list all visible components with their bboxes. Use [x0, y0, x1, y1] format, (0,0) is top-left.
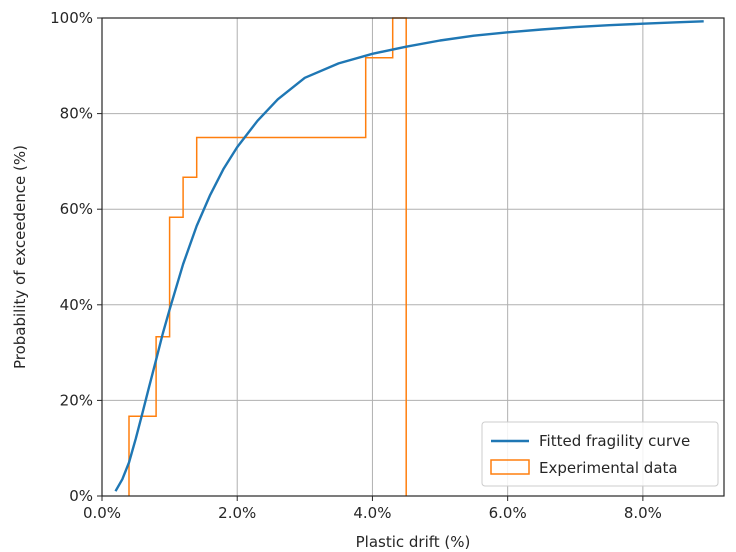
- x-tick-label: 6.0%: [489, 504, 527, 522]
- y-tick-label: 0%: [69, 487, 93, 505]
- y-tick-label: 60%: [60, 200, 93, 218]
- series-layer: [114, 17, 704, 496]
- legend-box: [481, 421, 719, 487]
- fitted-fragility-curve-series: [114, 20, 704, 492]
- plot-area-frame: [101, 17, 725, 497]
- x-tick-label: 2.0%: [218, 504, 256, 522]
- legend: Fitted fragility curve Experimental data: [481, 421, 719, 487]
- y-tick-label: 20%: [60, 391, 93, 409]
- y-axis-ticks: 0% 20% 40% 60% 80% 100%: [50, 9, 102, 505]
- legend-swatch-experimental-data: [490, 459, 530, 475]
- legend-label-experimental-data: Experimental data: [539, 459, 678, 477]
- x-axis-ticks: 0.0% 2.0% 4.0% 6.0% 8.0%: [83, 496, 662, 522]
- legend-label-fitted-curve: Fitted fragility curve: [539, 432, 690, 450]
- x-tick-label: 0.0%: [83, 504, 121, 522]
- y-tick-label: 100%: [50, 9, 93, 27]
- x-tick-label: 4.0%: [353, 504, 391, 522]
- x-axis-label: Plastic drift (%): [356, 533, 471, 551]
- y-tick-label: 80%: [60, 105, 93, 123]
- y-axis-label: Probability of exceedence (%): [11, 145, 29, 369]
- x-tick-label: 8.0%: [624, 504, 662, 522]
- experimental-data-series: [128, 17, 407, 496]
- y-tick-label: 40%: [60, 296, 93, 314]
